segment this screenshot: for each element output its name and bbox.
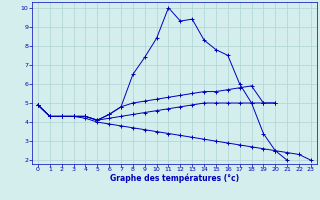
- X-axis label: Graphe des températures (°c): Graphe des températures (°c): [110, 174, 239, 183]
